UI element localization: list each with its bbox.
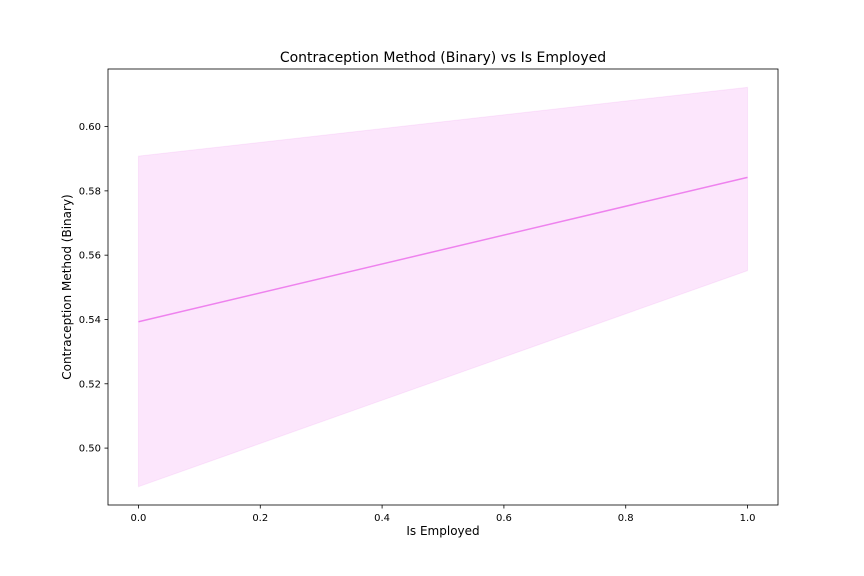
x-axis-label: Is Employed — [406, 524, 479, 538]
x-tick-label: 0.8 — [618, 513, 634, 524]
y-tick-label: 0.60 — [79, 122, 101, 133]
series-line — [138, 176, 748, 323]
y-axis-label: Contraception Method (Binary) — [60, 194, 74, 379]
y-axis-ticks: 0.50 0.52 0.54 0.56 0.58 0.60 — [79, 122, 108, 455]
chart-title: Contraception Method (Binary) vs Is Empl… — [280, 50, 606, 66]
y-tick-label: 0.54 — [79, 315, 101, 326]
x-tick-label: 0.0 — [131, 513, 147, 524]
x-axis-ticks: 0.0 0.2 0.4 0.6 0.8 1.0 — [131, 505, 756, 524]
axes-frame — [107, 68, 779, 506]
y-tick-label: 0.58 — [79, 186, 101, 197]
y-tick-label: 0.52 — [79, 379, 101, 390]
x-tick-label: 0.2 — [252, 513, 268, 524]
y-tick-label: 0.50 — [79, 444, 101, 455]
x-tick-label: 0.4 — [374, 513, 390, 524]
y-tick-label: 0.56 — [79, 251, 101, 262]
x-tick-label: 0.6 — [496, 513, 512, 524]
x-tick-label: 1.0 — [740, 513, 756, 524]
confidence-band — [137, 86, 749, 488]
plot-area — [137, 86, 749, 488]
